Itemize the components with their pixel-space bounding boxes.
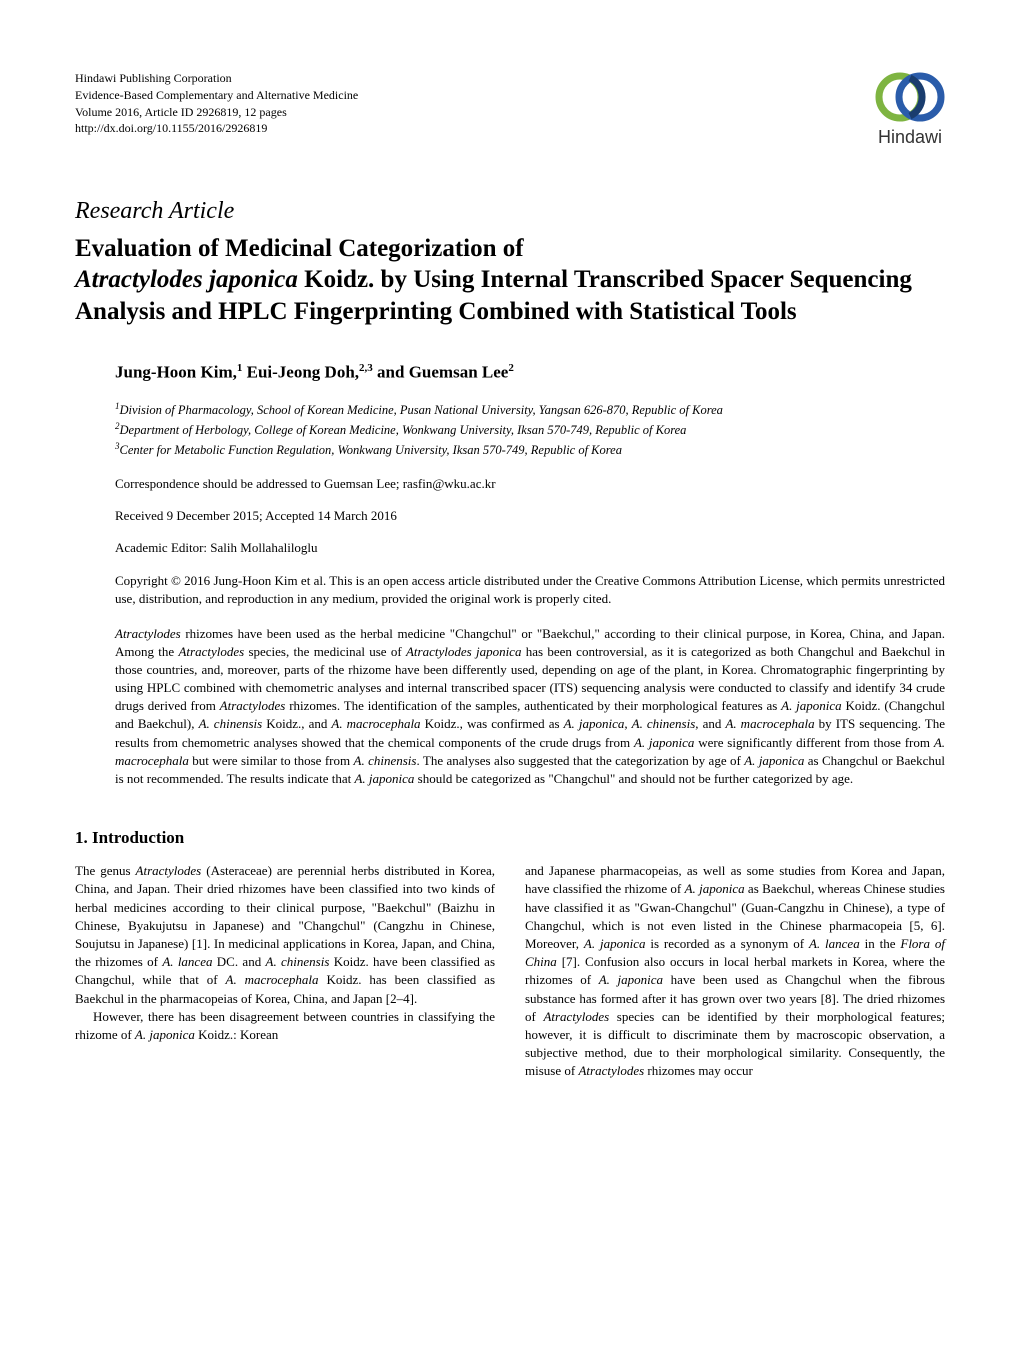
logo-text: Hindawi	[878, 127, 942, 148]
body-columns: The genus Atractylodes (Asteraceae) are …	[75, 862, 945, 1080]
academic-editor: Academic Editor: Salih Mollahaliloglu	[75, 540, 945, 556]
journal-name: Evidence-Based Complementary and Alterna…	[75, 87, 358, 104]
header-row: Hindawi Publishing Corporation Evidence-…	[75, 70, 945, 148]
article-title: Evaluation of Medicinal Categorization o…	[75, 233, 945, 327]
affiliation-1: 1Division of Pharmacology, School of Kor…	[115, 400, 945, 420]
publisher-name: Hindawi Publishing Corporation	[75, 70, 358, 87]
publication-info: Hindawi Publishing Corporation Evidence-…	[75, 70, 358, 137]
volume-info: Volume 2016, Article ID 2926819, 12 page…	[75, 104, 358, 121]
affiliation-2: 2Department of Herbology, College of Kor…	[115, 420, 945, 440]
intro-paragraph-2-cont: and Japanese pharmacopeias, as well as s…	[525, 862, 945, 1080]
abstract: Atractylodes rhizomes have been used as …	[75, 625, 945, 789]
column-left: The genus Atractylodes (Asteraceae) are …	[75, 862, 495, 1080]
article-type: Research Article	[75, 198, 945, 225]
publisher-logo: Hindawi	[875, 70, 945, 148]
intro-paragraph-2: However, there has been disagreement bet…	[75, 1008, 495, 1044]
column-right: and Japanese pharmacopeias, as well as s…	[525, 862, 945, 1080]
intro-paragraph-1: The genus Atractylodes (Asteraceae) are …	[75, 862, 495, 1008]
section-heading-introduction: 1. Introduction	[75, 828, 945, 848]
dates: Received 9 December 2015; Accepted 14 Ma…	[75, 508, 945, 524]
authors: Jung-Hoon Kim,1 Eui-Jeong Doh,2,3 and Gu…	[75, 362, 945, 383]
doi-link: http://dx.doi.org/10.1155/2016/2926819	[75, 120, 358, 137]
correspondence: Correspondence should be addressed to Gu…	[75, 476, 945, 492]
affiliations: 1Division of Pharmacology, School of Kor…	[75, 400, 945, 460]
affiliation-3: 3Center for Metabolic Function Regulatio…	[115, 440, 945, 460]
copyright: Copyright © 2016 Jung-Hoon Kim et al. Th…	[75, 572, 945, 608]
title-species: Atractylodes japonica	[75, 266, 298, 293]
hindawi-logo-icon	[875, 70, 945, 125]
title-line1: Evaluation of Medicinal Categorization o…	[75, 235, 524, 262]
